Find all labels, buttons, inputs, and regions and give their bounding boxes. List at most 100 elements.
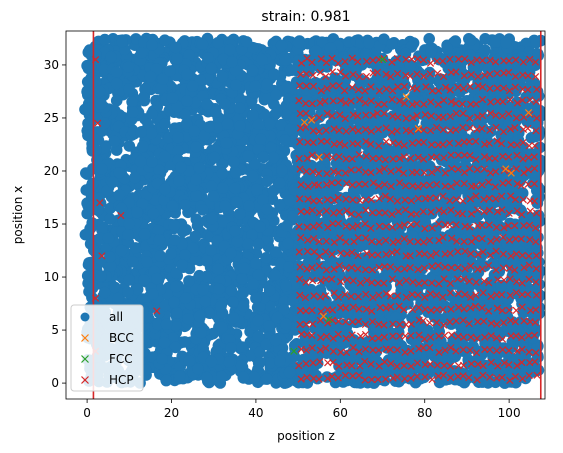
all-point: [265, 142, 278, 154]
all-point: [280, 318, 293, 331]
all-point: [269, 269, 281, 281]
all-point: [370, 322, 382, 334]
all-point: [123, 140, 136, 152]
all-point: [165, 247, 177, 260]
all-point: [190, 213, 203, 226]
all-point: [310, 45, 322, 57]
all-point: [230, 167, 242, 179]
all-point: [196, 38, 209, 50]
all-point: [196, 284, 209, 296]
all-point: [330, 277, 343, 290]
all-point: [122, 61, 135, 73]
all-point: [122, 228, 134, 241]
all-point: [137, 140, 149, 153]
all-point: [196, 204, 209, 216]
all-point: [189, 230, 202, 243]
all-point: [82, 117, 94, 130]
all-point: [270, 107, 283, 119]
all-point: [183, 355, 195, 367]
all-point: [146, 39, 158, 51]
all-point: [221, 118, 234, 130]
all-point: [292, 36, 305, 49]
all-point: [190, 189, 202, 202]
all-point: [190, 141, 202, 153]
all-point: [179, 249, 191, 261]
all-point: [479, 44, 492, 57]
all-point: [195, 326, 207, 339]
all-point: [166, 200, 179, 212]
all-point: [233, 102, 246, 114]
all-point: [339, 87, 351, 99]
all-point: [105, 51, 117, 63]
all-point: [268, 68, 280, 80]
all-point: [104, 213, 116, 225]
all-point: [179, 292, 192, 305]
all-point: [131, 206, 143, 219]
all-point: [225, 284, 238, 297]
all-point: [229, 182, 241, 195]
all-point: [154, 250, 167, 262]
all-point: [224, 43, 236, 56]
all-point: [279, 134, 291, 146]
all-point: [206, 212, 218, 225]
all-point: [170, 280, 182, 293]
all-point: [193, 310, 206, 323]
all-point: [153, 234, 166, 246]
all-point: [518, 169, 530, 182]
all-point: [207, 190, 220, 202]
all-point: [115, 202, 128, 215]
all-point: [193, 269, 206, 282]
all-point: [250, 257, 262, 270]
all-point: [240, 36, 253, 48]
all-point: [215, 321, 228, 334]
all-point: [223, 356, 235, 368]
all-point: [147, 288, 159, 301]
all-point: [126, 255, 139, 268]
all-point: [532, 48, 544, 60]
all-point: [248, 371, 261, 383]
all-point: [487, 291, 499, 303]
all-point: [231, 196, 243, 208]
all-point: [138, 92, 150, 104]
all-point: [202, 52, 214, 64]
all-point: [160, 318, 173, 331]
all-point: [386, 38, 398, 50]
all-point: [216, 167, 229, 180]
all-point: [362, 158, 374, 171]
all-point: [237, 286, 250, 299]
all-point: [423, 33, 436, 45]
all-point: [159, 118, 171, 130]
all-point: [242, 238, 254, 250]
all-point: [249, 80, 262, 92]
all-point: [297, 353, 310, 366]
all-point: [126, 96, 138, 108]
all-point: [201, 255, 213, 267]
all-point: [115, 244, 128, 257]
all-point: [159, 34, 171, 46]
all-point: [96, 163, 108, 175]
all-point: [327, 330, 340, 343]
all-point: [205, 180, 218, 193]
all-point: [193, 162, 206, 174]
all-point: [228, 156, 240, 168]
all-point: [168, 234, 181, 246]
all-point: [274, 354, 286, 367]
all-point: [225, 247, 237, 260]
all-point: [175, 161, 187, 174]
all-point: [412, 304, 425, 316]
all-point: [533, 127, 545, 139]
all-point: [502, 293, 514, 305]
all-point: [220, 137, 233, 149]
all-point: [126, 106, 139, 118]
all-point: [86, 200, 99, 212]
all-point: [489, 36, 502, 48]
all-point: [344, 229, 357, 242]
all-point: [270, 89, 283, 101]
all-point: [129, 171, 141, 184]
all-point: [93, 85, 106, 98]
all-point: [146, 108, 158, 120]
all-point: [250, 183, 263, 196]
all-point: [158, 150, 171, 163]
all-point: [171, 52, 183, 65]
